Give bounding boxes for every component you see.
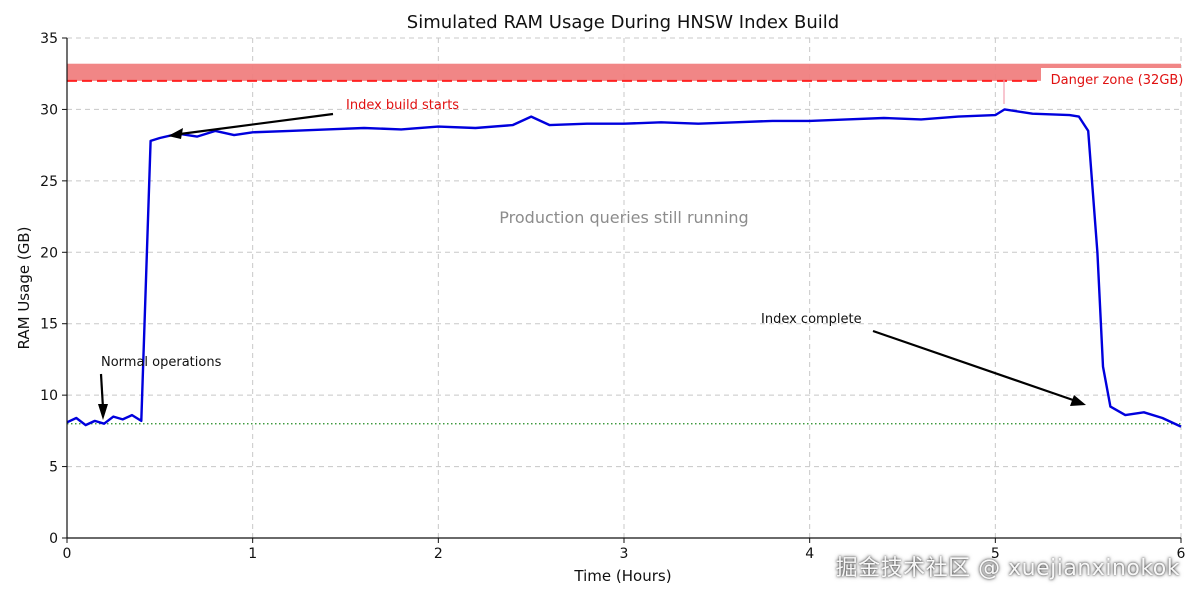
y-tick-label: 25 bbox=[40, 174, 58, 190]
y-tick-label: 30 bbox=[40, 102, 58, 118]
chart-title: Simulated RAM Usage During HNSW Index Bu… bbox=[407, 12, 839, 33]
normal-ops-arrowhead bbox=[98, 404, 108, 420]
y-tick-label: 10 bbox=[40, 388, 58, 404]
ram-usage-line bbox=[66, 108, 1182, 428]
build-start-arrow-shaft bbox=[179, 112, 334, 136]
y-tick-label: 35 bbox=[40, 31, 58, 47]
x-axis-label: Time (Hours) bbox=[573, 567, 671, 585]
index-complete-label: Index complete bbox=[761, 312, 862, 327]
y-tick-label: 5 bbox=[49, 460, 58, 476]
watermark: 掘金技术社区 @ xuejianxinokok bbox=[835, 556, 1180, 581]
y-tick-label: 0 bbox=[49, 531, 58, 547]
x-tick-label: 5 bbox=[991, 546, 1000, 562]
x-tick-label: 1 bbox=[248, 546, 257, 562]
danger-label-box bbox=[1041, 68, 1183, 89]
gridlines bbox=[67, 37, 1182, 538]
x-tick-label: 6 bbox=[1177, 546, 1186, 562]
reference-lines bbox=[67, 63, 1181, 425]
production-queries-label: Production queries still running bbox=[499, 208, 748, 227]
x-tick-label: 2 bbox=[434, 546, 443, 562]
danger-band bbox=[67, 63, 1181, 81]
danger-zone-label: Danger zone (32GB) bbox=[1051, 73, 1184, 88]
index-complete-arrow-shaft bbox=[872, 329, 1074, 402]
annotations: Danger zone (32GB) Index build starts No… bbox=[98, 68, 1183, 420]
x-tick-label: 4 bbox=[805, 546, 814, 562]
build-start-arrowhead bbox=[168, 128, 183, 139]
y-axis-label: RAM Usage (GB) bbox=[15, 227, 33, 350]
y-tick-label: 15 bbox=[40, 317, 58, 333]
x-ticks: 0 1 2 3 4 5 6 bbox=[63, 538, 1186, 562]
x-tick-label: 3 bbox=[620, 546, 629, 562]
normal-ops-label: Normal operations bbox=[101, 355, 222, 370]
normal-ops-arrow-shaft bbox=[99, 373, 105, 409]
index-complete-arrowhead bbox=[1070, 395, 1086, 406]
y-ticks: 0 5 10 15 20 25 30 35 bbox=[40, 31, 67, 547]
x-tick-label: 0 bbox=[63, 546, 72, 562]
build-start-label: Index build starts bbox=[346, 98, 459, 113]
y-tick-label: 20 bbox=[40, 245, 58, 261]
